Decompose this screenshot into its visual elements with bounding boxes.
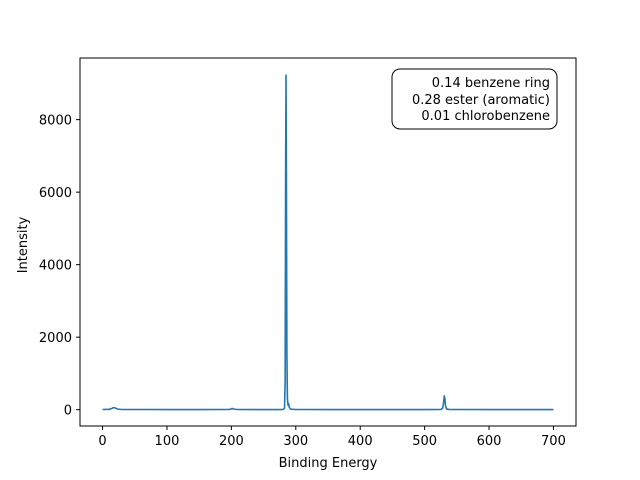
y-axis-ticks: 0 2000 4000 6000 8000 [39, 114, 80, 419]
annotation-frame [391, 68, 558, 130]
x-tick-label: 0 [98, 434, 106, 449]
x-axis-label: Binding Energy [279, 456, 378, 471]
x-axis-ticks: 0 100 200 300 400 500 600 700 [98, 426, 566, 449]
axes-frame [79, 57, 577, 427]
y-tick-label: 2000 [39, 331, 72, 346]
annotation-box: 0.14 benzene ring 0.28 ester (aromatic) … [391, 68, 558, 130]
x-tick-label: 300 [283, 434, 308, 449]
y-tick-label: 6000 [39, 186, 72, 201]
y-tick-label: 4000 [39, 259, 72, 274]
y-tick-label: 0 [64, 404, 72, 419]
plot-area [79, 57, 577, 427]
x-tick-label: 200 [219, 434, 244, 449]
y-axis-label: Intensity [16, 216, 31, 273]
annotation-line-3: 0.01 chlorobenzene [421, 109, 550, 124]
annotation-line-2: 0.28 ester (aromatic) [412, 93, 550, 108]
x-tick-label: 500 [412, 434, 437, 449]
x-tick-label: 600 [477, 434, 502, 449]
y-tick-label: 8000 [39, 114, 72, 129]
x-tick-label: 100 [155, 434, 180, 449]
x-tick-label: 400 [348, 434, 373, 449]
series-line-0 [102, 74, 554, 411]
x-tick-label: 700 [541, 434, 566, 449]
annotation-line-1: 0.14 benzene ring [432, 76, 550, 91]
